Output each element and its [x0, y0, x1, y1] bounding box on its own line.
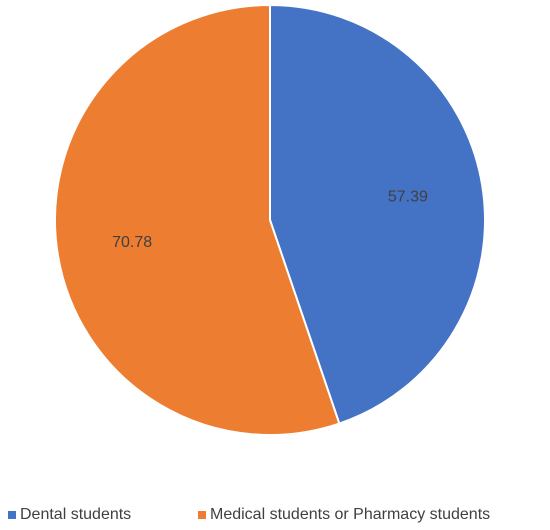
legend-label: Medical students or Pharmacy students [210, 506, 490, 523]
legend-swatch [198, 511, 206, 519]
legend-swatch [8, 511, 16, 519]
data-label: 70.78 [112, 234, 152, 251]
pie-slice [269, 3, 486, 425]
legend-label: Dental students [20, 506, 131, 523]
pie-slice [54, 3, 341, 436]
data-label: 57.39 [388, 188, 428, 205]
